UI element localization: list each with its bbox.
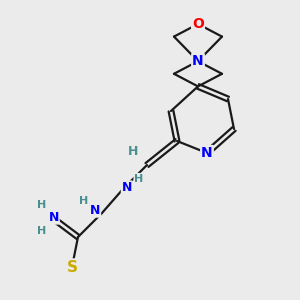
Text: N: N [192, 54, 204, 68]
Text: N: N [49, 211, 59, 224]
Text: S: S [67, 260, 77, 274]
Text: O: O [192, 17, 204, 31]
Text: N: N [122, 181, 132, 194]
Text: N: N [90, 204, 100, 217]
Text: H: H [80, 196, 88, 206]
Text: H: H [134, 173, 143, 184]
Text: H: H [128, 145, 139, 158]
Text: H: H [37, 226, 46, 236]
Text: H: H [37, 200, 46, 211]
Text: N: N [201, 146, 213, 160]
